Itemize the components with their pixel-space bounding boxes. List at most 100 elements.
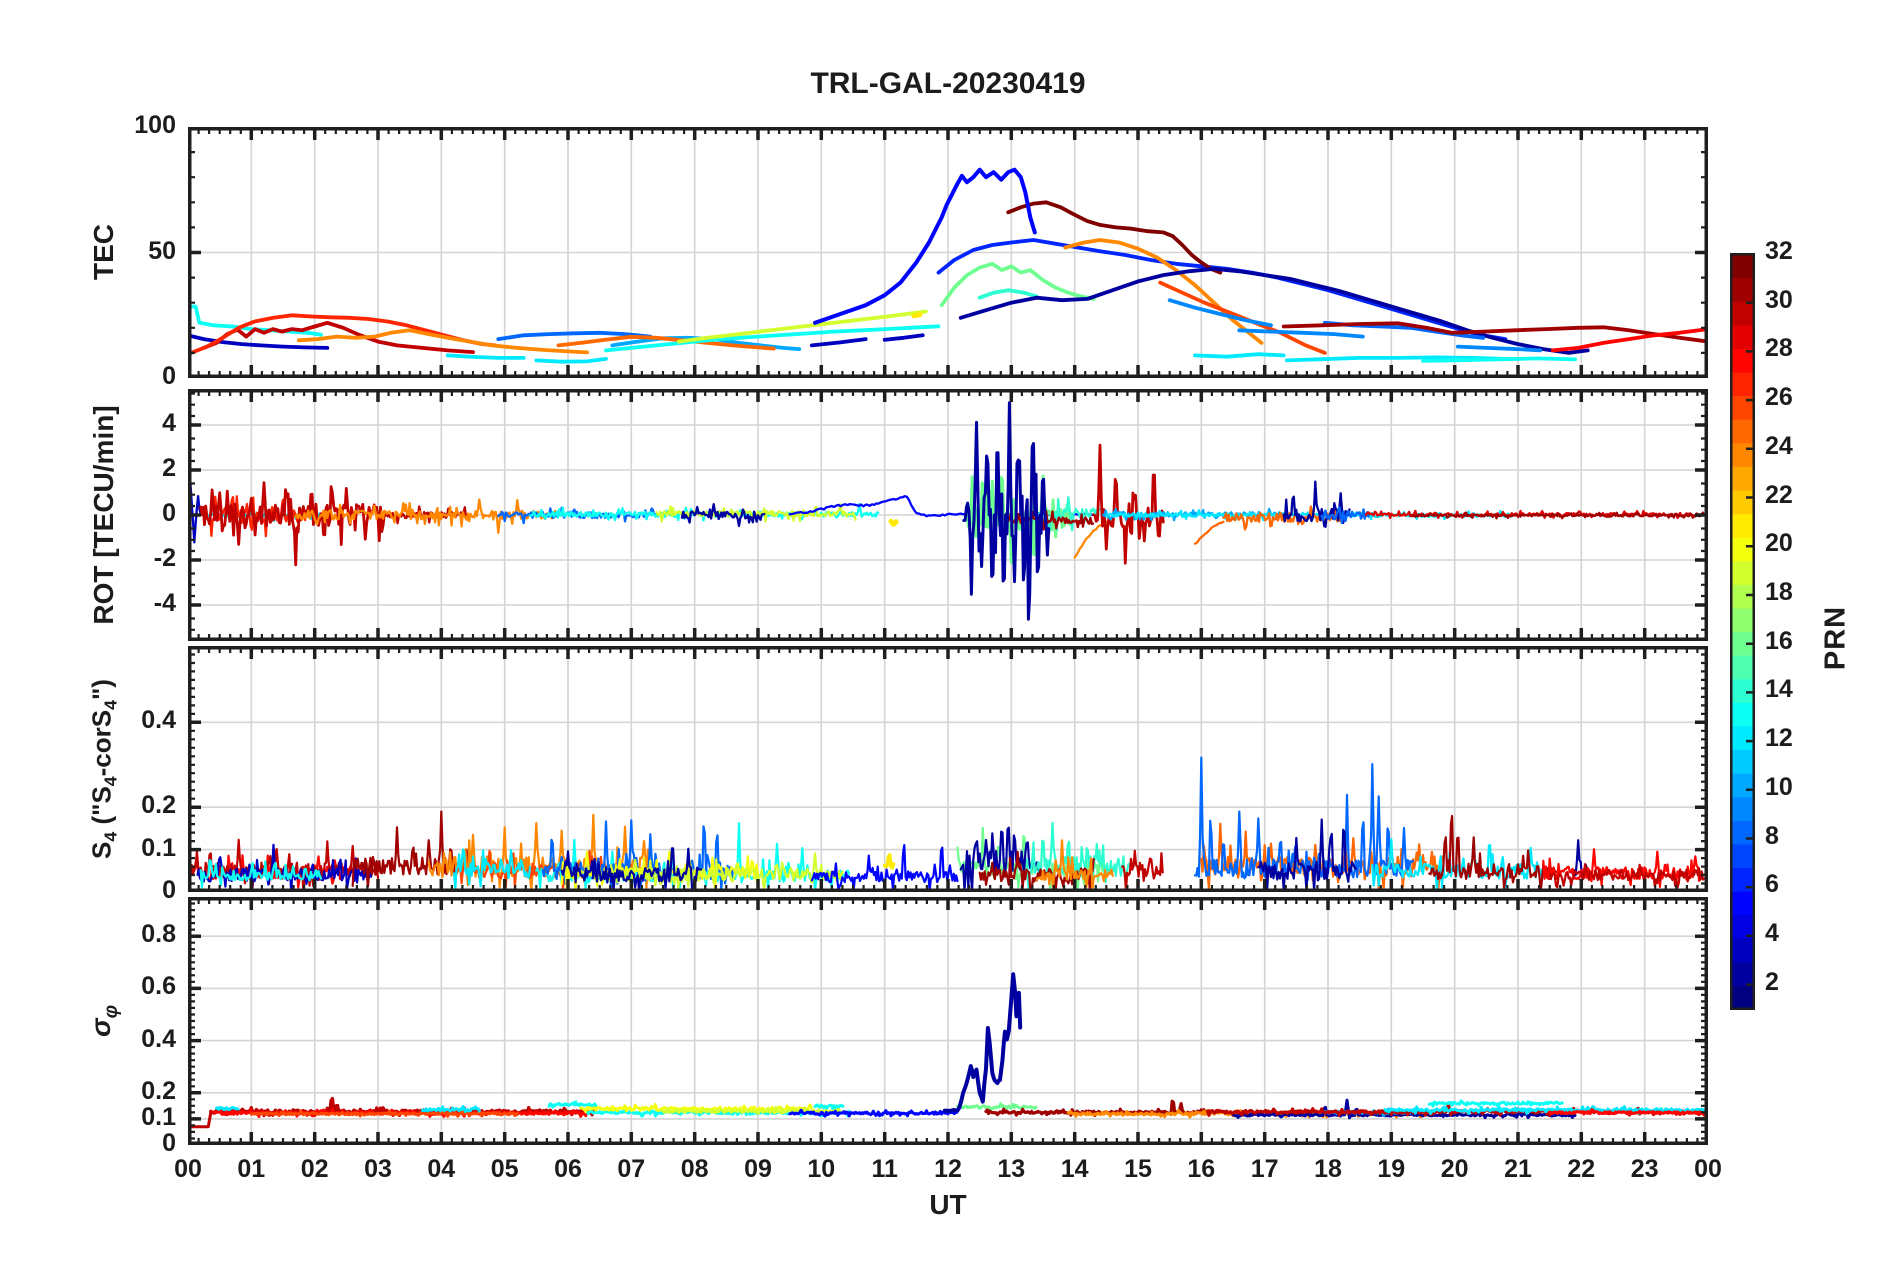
x-tick-label: 22 (1567, 1155, 1596, 1183)
colorbar-tick-label: 14 (1765, 675, 1793, 703)
series-prn-8 (1320, 506, 1370, 525)
minor-ticks (188, 127, 1708, 378)
minor-ticks (188, 646, 1708, 892)
series-prn-31 (1428, 814, 1558, 892)
y-tick-label: 0 (162, 1129, 176, 1157)
series-prn-13 (547, 1100, 598, 1109)
series-prn-6 (936, 238, 1508, 341)
y-tick-label: -4 (153, 589, 176, 617)
colorbar-band (1731, 655, 1754, 680)
colorbar-band (1731, 348, 1754, 373)
colorbar-band (1731, 395, 1754, 420)
series-prn-12 (1284, 355, 1514, 363)
colorbar-band (1731, 678, 1754, 703)
series-prn-2 (1282, 480, 1351, 528)
series-prn-28 (1550, 327, 1708, 353)
series-prn-27 (189, 313, 498, 355)
series-prn-9 (1237, 328, 1365, 339)
colorbar (1730, 253, 1755, 1010)
series-prn-13 (199, 859, 323, 889)
major-ticks (188, 127, 1708, 378)
series-prn-9 (1167, 298, 1273, 328)
y-tick-label: 0.1 (141, 834, 176, 862)
major-ticks (188, 646, 1708, 892)
x-tick-label: 12 (934, 1155, 962, 1183)
y-tick-label: 0 (162, 499, 176, 527)
y-tick-label: 0 (162, 876, 176, 904)
series-prn-12 (1193, 352, 1286, 359)
series-prn-19 (676, 309, 928, 344)
series-prn-20 (579, 1103, 813, 1115)
y-tick-label: 0.6 (141, 972, 176, 1000)
colorbar-tick-label: 6 (1765, 870, 1779, 898)
series-prn-2 (1257, 818, 1357, 892)
colorbar-band (1731, 442, 1754, 467)
y-tick-label: 50 (148, 237, 176, 265)
series-prn-21 (911, 312, 923, 319)
series-prn-2 (959, 826, 1041, 892)
colorbar-band (1731, 914, 1754, 939)
series-prn-28 (1548, 1108, 1708, 1117)
series-prn-13 (1421, 356, 1577, 363)
series-prn-2 (942, 972, 1023, 1113)
colorbar-tick-label: 8 (1765, 822, 1779, 850)
colorbar-tick-label: 2 (1765, 968, 1779, 996)
colorbar-band (1731, 254, 1754, 279)
y-tick-label: 0.4 (141, 706, 176, 734)
colorbar-band (1731, 867, 1754, 892)
colorbar-band (1731, 961, 1754, 987)
colorbar-ticks (1746, 253, 1754, 986)
x-tick-label: 16 (1187, 1155, 1216, 1183)
colorbar-band (1731, 371, 1754, 397)
minor-ticks (188, 389, 1708, 641)
chart-title: TRL-GAL-20230419 (810, 67, 1086, 100)
sigma_phi-panel (188, 897, 1708, 1145)
colorbar-tick-label: 30 (1765, 286, 1793, 314)
x-tick-label: 20 (1440, 1155, 1469, 1183)
colorbar-band (1731, 466, 1754, 491)
colorbar-tick-label: 20 (1765, 529, 1793, 557)
colorbar-band (1731, 513, 1754, 538)
colorbar-band (1731, 324, 1754, 349)
colorbar-band (1731, 584, 1754, 609)
colorbar-band (1731, 419, 1754, 444)
colorbar-tick-label: 10 (1765, 773, 1793, 801)
series-prn-24 (1063, 238, 1264, 345)
colorbar-band (1731, 725, 1754, 751)
colorbar-band (1731, 820, 1754, 845)
series-prn-5 (788, 1108, 959, 1118)
y-tick-label: 0.2 (141, 1077, 176, 1105)
series-prn-12 (215, 1105, 240, 1112)
colorbar-band (1731, 773, 1754, 798)
colorbar-band (1731, 938, 1754, 963)
series-prn-12 (420, 1105, 481, 1113)
series-prn-2 (958, 266, 1590, 355)
s4-panel (188, 646, 1708, 892)
series-prn-13 (813, 1103, 845, 1110)
colorbar-band (1731, 489, 1754, 515)
x-tick-label: 21 (1504, 1155, 1532, 1183)
series-prn-12 (1371, 836, 1545, 891)
x-tick-label: 01 (237, 1155, 266, 1183)
colorbar-band (1731, 560, 1754, 585)
colorbar-band (1731, 891, 1754, 916)
x-tick-label: 09 (744, 1155, 772, 1183)
series-prn-30 (1092, 443, 1165, 565)
series-prn-19 (604, 852, 844, 891)
y-tick-label: 0.8 (141, 920, 176, 948)
x-tick-label: 23 (1630, 1155, 1659, 1183)
y-tick-label: 4 (162, 409, 176, 437)
series-prn-14 (977, 288, 1039, 300)
series-prn-12 (445, 353, 526, 360)
major-ticks (188, 389, 1708, 641)
series-prn-12 (534, 357, 608, 364)
y-tick-label: 0.2 (141, 791, 176, 819)
series-prn-16 (956, 1102, 1038, 1112)
y-tick-label: 0.1 (141, 1103, 176, 1131)
gridlines (188, 646, 1708, 892)
x-tick-label: 11 (871, 1155, 898, 1183)
series-prn-30 (201, 320, 475, 354)
x-tick-label: 06 (554, 1155, 582, 1183)
major-ticks (188, 897, 1708, 1145)
colorbar-tick-label: 22 (1765, 481, 1793, 509)
